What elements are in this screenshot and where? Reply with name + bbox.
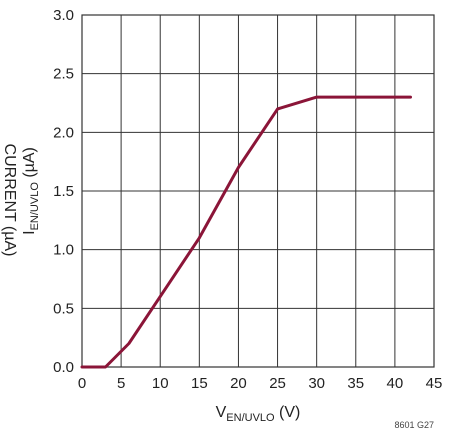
- x-tick-label: 5: [117, 375, 125, 392]
- x-axis-label: VEN/UVLO (V): [216, 404, 301, 424]
- series-line: [80, 95, 412, 369]
- plot-frame: [81, 14, 435, 368]
- x-tick-label: 10: [152, 375, 169, 392]
- y-tick-label: 1.0: [53, 242, 74, 259]
- y-tick-label: 0.5: [53, 300, 74, 317]
- x-tick-label: 30: [308, 375, 325, 392]
- y-tick-label: 3.0: [53, 7, 74, 24]
- x-tick-label: 20: [230, 375, 247, 392]
- cutoff-y-label: CURRENT (µA): [1, 144, 18, 257]
- y-tick-label: 1.5: [53, 183, 74, 200]
- x-tick-label: 35: [347, 375, 364, 392]
- x-tick-label: 25: [269, 375, 286, 392]
- y-axis-label: IEN/UVLO (µA): [21, 147, 41, 235]
- x-tick-label: 45: [426, 375, 443, 392]
- x-tick-label: 40: [387, 375, 404, 392]
- grid: [81, 14, 435, 368]
- x-tick-labels: 0 5 10 15 20 25 30 35 40 45: [78, 375, 443, 392]
- y-tick-label: 2.5: [53, 66, 74, 83]
- x-tick-label: 15: [191, 375, 208, 392]
- y-tick-label: 2.0: [53, 124, 74, 141]
- figure-code: 8601 G27: [394, 420, 434, 428]
- x-tick-label: 0: [78, 375, 86, 392]
- y-tick-label: 0.0: [53, 359, 74, 376]
- y-tick-labels: 0.0 0.5 1.0 1.5 2.0 2.5 3.0: [53, 7, 74, 376]
